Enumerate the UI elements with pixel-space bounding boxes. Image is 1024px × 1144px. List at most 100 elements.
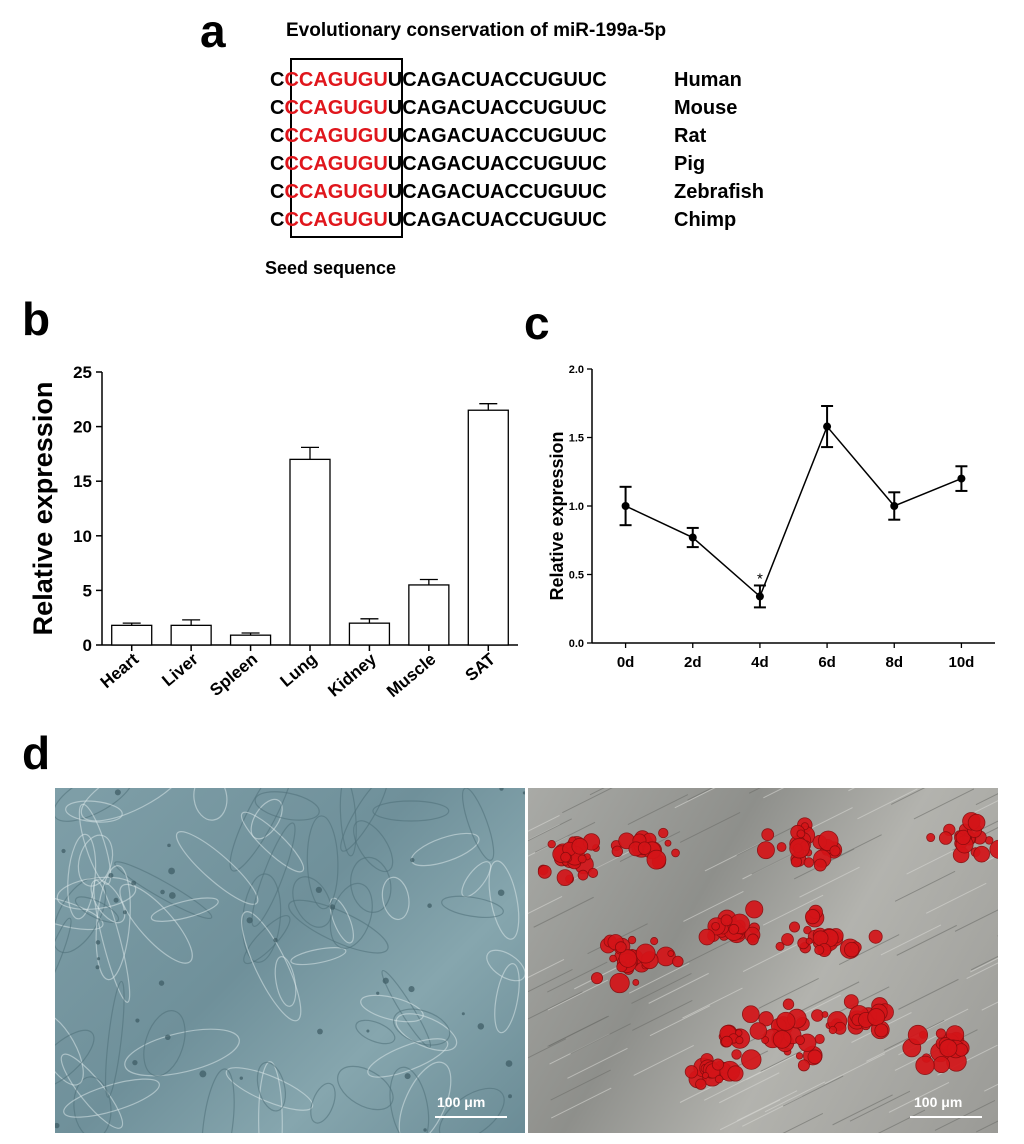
cell-nucleus bbox=[96, 957, 101, 961]
fibroblast-streak bbox=[550, 1087, 612, 1119]
lipid-droplet bbox=[844, 941, 860, 958]
fibroblast-streak bbox=[633, 1044, 694, 1076]
cell-outline bbox=[350, 856, 392, 913]
x-tick-label: 8d bbox=[885, 654, 903, 671]
cell-outline bbox=[240, 811, 305, 873]
species-label: Rat bbox=[674, 125, 707, 147]
lipid-droplet bbox=[727, 1065, 744, 1082]
sequence-suffix: UCAGACUACCUGUUC bbox=[387, 153, 607, 175]
y-tick-label: 2.0 bbox=[569, 364, 584, 376]
fibroblast-streak bbox=[824, 1053, 886, 1085]
cell-outline bbox=[367, 1038, 449, 1078]
cell-outline bbox=[73, 1076, 112, 1133]
fibroblast-streak bbox=[896, 924, 957, 956]
scale-bar-label: 100 μm bbox=[914, 1094, 963, 1110]
cell-nucleus bbox=[158, 980, 165, 986]
sequence-suffix: UCAGACUACCUGUUC bbox=[387, 69, 607, 91]
cell-nucleus bbox=[165, 1034, 171, 1041]
cell-outline bbox=[339, 788, 357, 857]
species-label: Pig bbox=[674, 153, 706, 175]
lipid-droplet bbox=[761, 828, 775, 842]
fibroblast-streak bbox=[764, 1081, 826, 1113]
x-tick-label: 2d bbox=[684, 654, 702, 671]
lipid-droplet bbox=[547, 839, 556, 849]
cell-outline bbox=[193, 788, 228, 821]
lipid-droplet bbox=[756, 841, 775, 860]
fibroblast-streak bbox=[683, 890, 744, 922]
significance-asterisk: * bbox=[757, 570, 763, 587]
cell-outline bbox=[340, 788, 388, 852]
cell-outline bbox=[124, 1028, 240, 1077]
cell-nucleus bbox=[477, 1023, 485, 1030]
lipid-droplet-texture bbox=[528, 788, 998, 1133]
data-point bbox=[755, 592, 764, 601]
y-tick-label: 5 bbox=[83, 581, 92, 600]
cell-outline bbox=[241, 911, 302, 1022]
lipid-droplet bbox=[805, 937, 813, 945]
cell-outline bbox=[60, 1053, 124, 1129]
x-tick-label: 10d bbox=[948, 654, 974, 671]
lipid-droplet bbox=[803, 857, 815, 868]
lipid-droplet bbox=[667, 950, 675, 957]
cell-nucleus bbox=[505, 1060, 513, 1067]
lipid-droplet bbox=[967, 813, 986, 832]
data-point bbox=[823, 422, 832, 431]
lipid-droplet bbox=[671, 848, 680, 858]
sequence-prefix: C bbox=[270, 97, 285, 119]
cell-nucleus bbox=[404, 1073, 411, 1080]
bar bbox=[229, 634, 272, 646]
lipid-droplet bbox=[702, 1071, 709, 1079]
y-tick-label: 0 bbox=[83, 636, 92, 655]
fibroblast-streak bbox=[798, 981, 860, 1013]
lipid-droplet bbox=[776, 842, 787, 852]
scale-bar bbox=[435, 1116, 507, 1118]
y-tick-label: 0.5 bbox=[569, 570, 584, 582]
x-tick-label: 6d bbox=[818, 654, 836, 671]
fibroblast-streak bbox=[981, 1001, 998, 1011]
seed-sequence: CCAGUGU bbox=[284, 125, 388, 147]
fibroblast-streak bbox=[782, 1075, 844, 1107]
fibroblast-streak bbox=[934, 1100, 996, 1131]
lipid-droplet bbox=[814, 944, 825, 955]
species-label: Human bbox=[674, 69, 742, 91]
fibroblast-streak bbox=[682, 987, 743, 1019]
lipid-droplet bbox=[821, 1011, 829, 1018]
fibroblast-streak bbox=[627, 794, 689, 826]
lipid-droplet bbox=[695, 1078, 707, 1090]
fibroblast-streak bbox=[975, 1120, 998, 1133]
y-tick-label: 1.0 bbox=[569, 501, 584, 513]
cell-nucleus bbox=[108, 873, 114, 878]
lipid-droplet bbox=[591, 972, 604, 985]
cell-outline bbox=[55, 1029, 95, 1089]
cell-outline bbox=[93, 879, 131, 1003]
panel-label-a: a bbox=[200, 5, 226, 57]
fibroblast-streak bbox=[528, 895, 563, 914]
cell-outline bbox=[337, 1065, 394, 1111]
sequence-prefix: C bbox=[270, 125, 285, 147]
species-label: Mouse bbox=[674, 97, 738, 119]
fibroblast-streak bbox=[687, 788, 713, 801]
lipid-droplet bbox=[735, 1036, 744, 1045]
fibroblast-streak bbox=[925, 882, 987, 914]
lipid-droplet bbox=[714, 1074, 724, 1084]
fibroblast-streak bbox=[550, 1069, 611, 1101]
cell-nucleus bbox=[168, 867, 175, 875]
cell-nucleus bbox=[329, 904, 336, 910]
cell-nucleus bbox=[239, 1076, 243, 1080]
cell-outline bbox=[381, 876, 410, 921]
fibroblast-streak bbox=[528, 958, 565, 978]
lipid-droplet bbox=[577, 854, 587, 864]
lipid-droplet bbox=[776, 1011, 796, 1031]
cell-nucleus bbox=[427, 903, 432, 908]
fibroblast-streak bbox=[679, 935, 741, 967]
seed-sequence: CCAGUGU bbox=[284, 153, 388, 175]
cell-outline bbox=[55, 894, 104, 931]
cell-outline bbox=[355, 1019, 396, 1045]
fibroblast-streak bbox=[567, 1047, 628, 1079]
sequence-prefix: C bbox=[270, 69, 285, 91]
fibroblast-streak bbox=[528, 818, 572, 842]
cell-nucleus bbox=[132, 1059, 138, 1066]
cell-nucleus bbox=[315, 886, 323, 894]
lipid-droplet bbox=[577, 869, 589, 881]
bar bbox=[111, 624, 153, 646]
